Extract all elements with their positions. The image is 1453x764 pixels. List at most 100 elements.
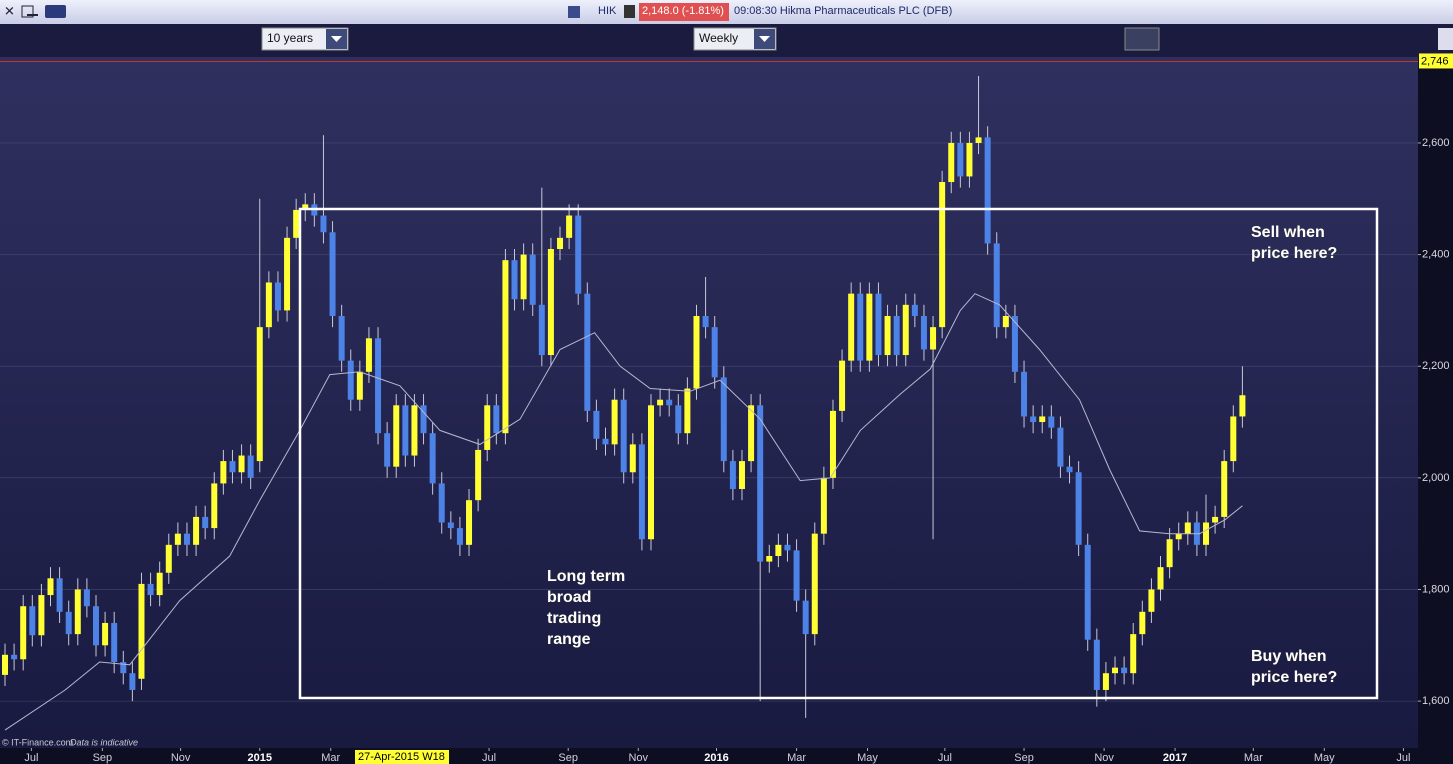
candle-body (939, 182, 946, 328)
candle-body (984, 137, 991, 244)
candle-body (602, 438, 609, 445)
candle-body (738, 461, 745, 490)
period-select[interactable]: 10 years (261, 27, 349, 51)
maximize-icon[interactable] (21, 5, 34, 18)
x-tick-label: 2017 (1163, 752, 1187, 764)
candle-body (575, 215, 582, 294)
candle-body (29, 606, 36, 636)
tools-button[interactable] (1124, 27, 1160, 51)
candle-body (92, 606, 99, 646)
candle-body (793, 550, 800, 601)
candle-body (775, 544, 782, 556)
y-tick-label: 2,400 (1422, 248, 1450, 260)
annotation: price here? (1251, 669, 1337, 686)
candle-body (466, 500, 473, 545)
candle-body (247, 455, 254, 478)
x-tick-label: May (1314, 752, 1335, 764)
ref-label: 2,746 (1421, 55, 1449, 67)
candle-body (1239, 395, 1246, 417)
arrow (759, 36, 770, 42)
candle-body (102, 622, 109, 646)
candle-body (265, 282, 272, 328)
candle-body (1030, 416, 1037, 423)
candle-body (493, 405, 500, 434)
x-tick-label: 2015 (248, 752, 272, 764)
candle-body (338, 315, 345, 361)
candle-body (1184, 522, 1191, 534)
footer-source: © IT-Finance.com (2, 737, 73, 747)
candle-body (174, 533, 181, 545)
x-tick-label: Jul (938, 752, 952, 764)
candle-body (47, 578, 54, 596)
candle-body (693, 315, 700, 389)
close-icon[interactable]: ✕ (4, 3, 15, 18)
y-tick-label: 2,000 (1422, 472, 1450, 484)
candle-body (120, 662, 127, 674)
candle-body (475, 449, 482, 501)
x-tick-label: May (857, 752, 878, 764)
window-buttons[interactable]: ✕ (4, 3, 66, 18)
candle-body (584, 293, 591, 411)
candle-body (993, 243, 1000, 328)
candle-body (365, 338, 372, 372)
x-tick-label: Mar (1244, 752, 1263, 764)
x-tick-label: Nov (1094, 752, 1114, 764)
interval[interactable]: Weekly (699, 31, 738, 45)
plot-area (0, 57, 1418, 748)
candle-body (848, 293, 855, 361)
candle-body (375, 338, 382, 434)
candle-body (420, 405, 427, 434)
chart-icon[interactable] (568, 6, 580, 18)
candle-body (547, 249, 554, 356)
symbol[interactable]: HIK (598, 5, 617, 17)
candle-body (629, 444, 636, 473)
interval-select[interactable]: Weekly (693, 27, 777, 51)
candle-body (1057, 427, 1064, 467)
candle-body (811, 533, 818, 635)
x-tick-label: Mar (321, 752, 340, 764)
candle-body (511, 260, 518, 300)
annotation: range (547, 631, 591, 648)
candle-body (1157, 567, 1164, 590)
candle-body (657, 399, 664, 406)
candle-body (238, 455, 245, 473)
candle-body (557, 237, 564, 250)
candle-body (702, 315, 709, 328)
x-tick-label: Mar (787, 752, 806, 764)
ref-label-box (1419, 53, 1453, 69)
footer-note: Data is indicative (70, 737, 138, 747)
info-icon[interactable] (624, 5, 635, 18)
annotation: price here? (1251, 245, 1337, 262)
candle-body (829, 410, 836, 478)
candle-body (875, 293, 882, 356)
candle-body (193, 516, 200, 545)
candle-body (220, 461, 227, 484)
minimize-icon[interactable] (27, 14, 38, 16)
candle-body (320, 215, 327, 233)
candle-body (502, 260, 509, 434)
candle-body (147, 583, 154, 596)
candle-body (384, 433, 391, 467)
period[interactable]: 10 years (267, 31, 313, 45)
annotation: Buy when (1251, 648, 1327, 665)
candle-body (820, 477, 827, 534)
annotation: Long term (547, 568, 625, 585)
candle-body (1075, 472, 1082, 545)
y-tick-label: 1,600 (1422, 695, 1450, 707)
keyboard-icon[interactable] (45, 5, 66, 18)
candle-body (748, 405, 755, 462)
candle-body (256, 327, 263, 462)
cursor-label-box (355, 750, 449, 764)
candle-body (111, 622, 118, 663)
candle-body (447, 522, 454, 529)
y-tick-label: 2,600 (1422, 137, 1450, 149)
candle-body (1166, 539, 1173, 568)
candle-body (1102, 673, 1109, 690)
candle-body (1093, 639, 1100, 690)
candle-body (2, 654, 9, 675)
candle-body (1066, 466, 1073, 473)
settings-button[interactable] (1438, 28, 1453, 50)
candle-body (1121, 667, 1128, 674)
candle-body (1148, 589, 1155, 612)
candle-body (520, 254, 527, 300)
